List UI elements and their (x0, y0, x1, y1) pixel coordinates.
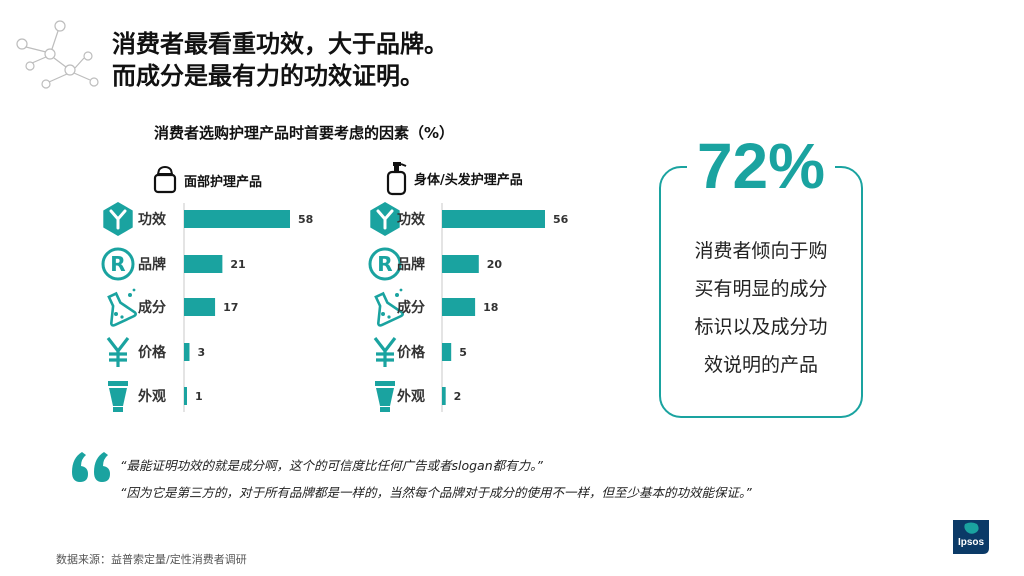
bar (184, 298, 216, 316)
category-label: 品牌 (397, 256, 425, 273)
quote-2: “因为它是第三方的，对于所有品牌都是一样的，当然每个品牌对于成分的使用不一样，但… (120, 485, 752, 500)
bar (184, 255, 223, 273)
stat-line: 买有明显的成分 (694, 278, 828, 300)
stat-description: 消费者倾向于购 买有明显的成分 标识以及成分功 效说明的产品 (676, 232, 846, 384)
svg-text:R: R (377, 252, 392, 276)
tube-icon (108, 381, 128, 412)
yen-icon (106, 337, 130, 367)
category-label: 外观 (397, 388, 425, 405)
category-label: 功效 (138, 211, 167, 228)
bar (184, 387, 187, 405)
value-label: 18 (483, 301, 498, 314)
value-label: 1 (195, 390, 203, 403)
category-label: 价格 (397, 344, 426, 361)
category-label: 品牌 (138, 256, 166, 273)
value-label: 5 (459, 346, 467, 359)
yen-icon (373, 337, 397, 367)
ipsos-logo-text: Ipsos (957, 537, 985, 548)
svg-text:R: R (110, 252, 125, 276)
chart-header-body-label: 身体/头发护理产品 (414, 172, 523, 188)
chart-header-face-label: 面部护理产品 (184, 174, 263, 190)
bar (442, 343, 452, 361)
chart-header-body: 身体/头发护理产品 (384, 160, 523, 196)
bar (442, 210, 545, 228)
pump-bottle-icon (386, 162, 407, 196)
flask-icon (374, 288, 404, 327)
page-title: 消费者最看重功效，大于品牌。 而成分是最有力的功效证明。 (112, 28, 448, 92)
tube-icon (375, 381, 395, 412)
value-label: 58 (298, 213, 313, 226)
value-label: 2 (454, 390, 462, 403)
category-label: 成分 (397, 299, 425, 316)
category-label: 价格 (138, 344, 167, 361)
stat-line: 消费者倾向于购 (694, 240, 828, 262)
page-title-line2: 而成分是最有力的功效证明。 (112, 62, 424, 90)
registered-icon: R (101, 247, 135, 281)
bar (442, 387, 446, 405)
bar (442, 298, 476, 316)
quote-mark-icon (72, 452, 110, 482)
molecule-decoration-icon (16, 20, 99, 89)
chart-title: 消费者选购护理产品时首要考虑的因素（%） (154, 124, 455, 142)
registered-icon: R (368, 247, 402, 281)
quote-1: “最能证明功效的就是成分啊，这个的可信度比任何广告或者slogan都有力。” (120, 458, 543, 473)
bar (442, 255, 479, 273)
bar (184, 210, 290, 228)
cream-jar-icon (153, 166, 177, 194)
category-label: 功效 (397, 211, 426, 228)
stat-line: 效说明的产品 (703, 354, 818, 376)
bar (184, 343, 190, 361)
y-hexagon-icon (370, 202, 400, 236)
ipsos-logo (953, 520, 989, 554)
stat-value: 72% (659, 128, 863, 205)
value-label: 56 (553, 213, 569, 226)
flask-icon (107, 288, 137, 327)
data-source: 数据来源：益普索定量/定性消费者调研 (56, 553, 247, 566)
value-label: 3 (197, 346, 205, 359)
category-label: 外观 (138, 388, 166, 405)
chart-header-face: 面部护理产品 (152, 166, 262, 194)
value-label: 20 (487, 258, 503, 271)
value-label: 21 (230, 258, 245, 271)
y-hexagon-icon (103, 202, 133, 236)
stat-line: 标识以及成分功 (694, 316, 828, 338)
page-title-line1: 消费者最看重功效，大于品牌。 (112, 30, 448, 58)
category-label: 成分 (138, 299, 166, 316)
value-label: 17 (223, 301, 238, 314)
